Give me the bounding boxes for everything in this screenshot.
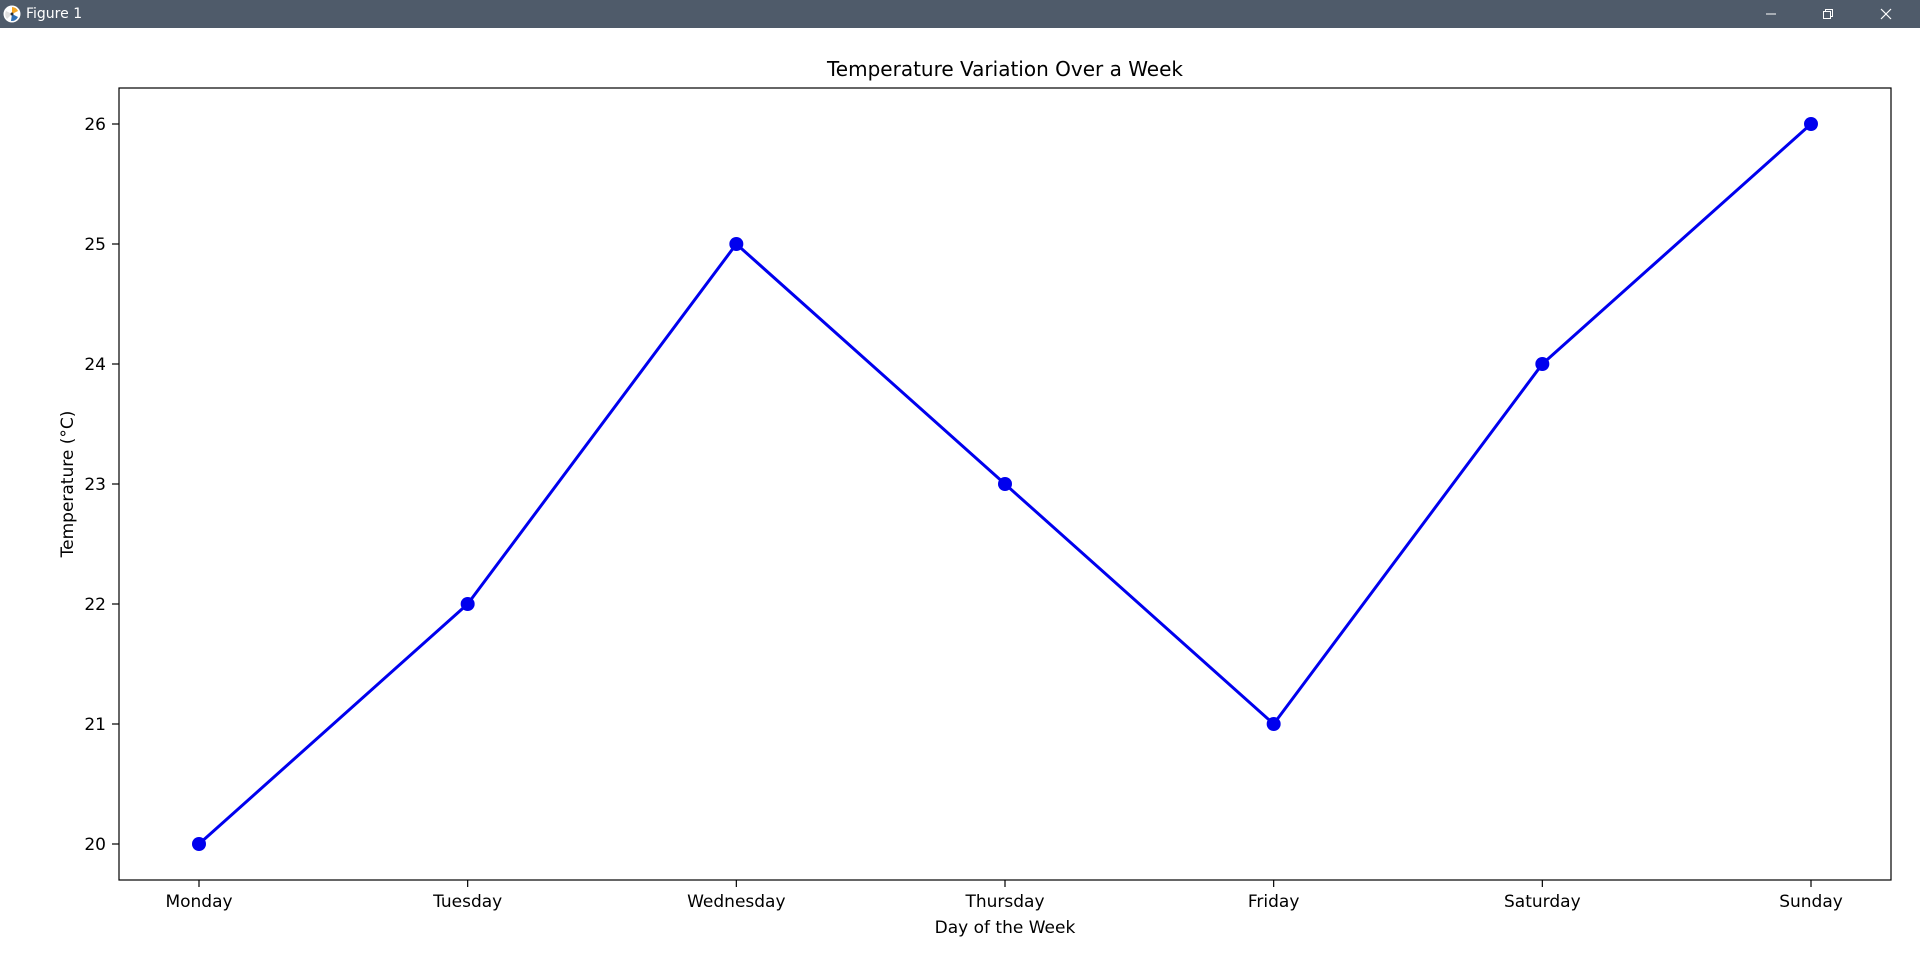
y-axis-ticks: 20 21 22 23 24 25 26: [84, 115, 119, 855]
chart-title: Temperature Variation Over a Week: [826, 57, 1183, 81]
data-point-saturday: [1535, 357, 1550, 371]
restore-button[interactable]: [1800, 0, 1856, 28]
restore-icon: [1823, 9, 1833, 19]
x-tick-label-saturday: Saturday: [1504, 892, 1581, 912]
y-tick-label: 26: [84, 115, 106, 135]
x-tick-label-wednesday: Wednesday: [687, 892, 785, 912]
x-tick-label-friday: Friday: [1248, 892, 1300, 912]
close-icon: [1880, 8, 1892, 20]
data-point-friday: [1266, 717, 1281, 731]
data-point-sunday: [1804, 117, 1818, 131]
line-chart: Temperature Variation Over a Week 20 21 22…: [58, 57, 1892, 938]
y-tick-label: 22: [84, 595, 106, 615]
window-title: Figure 1: [26, 6, 83, 22]
data-point-wednesday: [729, 237, 744, 251]
matplotlib-icon: [3, 5, 21, 23]
x-tick-label-monday: Monday: [165, 892, 232, 912]
y-tick-label: 25: [84, 235, 106, 255]
y-tick-label: 23: [84, 475, 106, 495]
y-tick-label: 20: [84, 835, 106, 855]
x-tick-label-tuesday: Tuesday: [432, 892, 502, 912]
x-axis-ticks: Monday Tuesday Wednesday Thursday Friday Satu…: [165, 880, 1843, 912]
y-tick-label: 24: [84, 355, 106, 375]
x-tick-label-sunday: Sunday: [1779, 892, 1843, 912]
minimize-button[interactable]: [1743, 0, 1799, 28]
data-point-thursday: [998, 477, 1012, 491]
y-axis-label: Temperature (°C): [58, 411, 78, 559]
close-button[interactable]: [1858, 0, 1914, 28]
x-tick-label-thursday: Thursday: [964, 892, 1044, 912]
x-axis-label: Day of the Week: [935, 918, 1076, 938]
y-tick-label: 21: [84, 715, 106, 735]
series-points: [192, 117, 1818, 851]
data-point-monday: [192, 837, 206, 851]
data-point-tuesday: [460, 597, 475, 611]
minimize-icon: [1766, 13, 1776, 15]
window-titlebar: Figure 1: [0, 0, 1920, 28]
